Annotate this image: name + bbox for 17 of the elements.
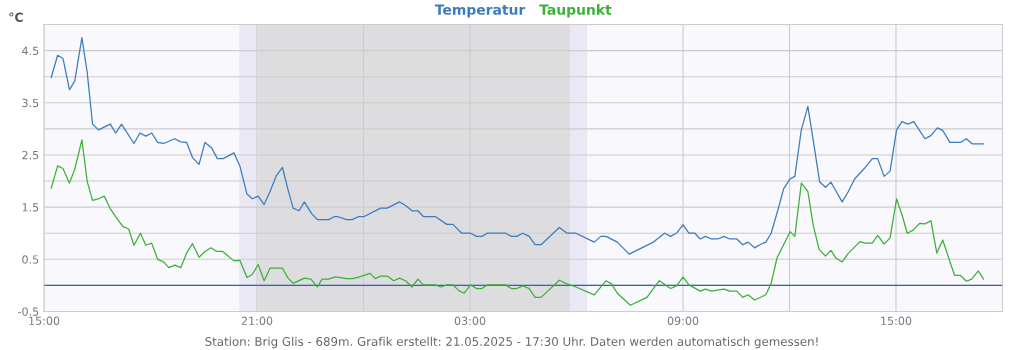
line-series (50, 36, 985, 255)
text: Station: Brig Glis - 689m. Grafik erstellt: 21.05.2025 - 17:30 Uhr. Daten werden automatisch gemessen! (205, 336, 818, 349)
y-tick-label: 0.5 (22, 255, 39, 264)
y-axis-title: °C (9, 12, 23, 22)
text: Temperatur (434, 4, 526, 18)
x-tick-label: 09:00 (667, 316, 699, 325)
y-tick-label: -0.5 (18, 307, 39, 316)
x-tick-label: 15:00 (881, 316, 912, 325)
y-tick-label: 3.5 (22, 98, 39, 108)
line-series (50, 139, 985, 306)
y-tick-label: 2.5 (22, 150, 39, 160)
x-tick-label: 03:00 (454, 316, 486, 325)
y-tick-label: 4.5 (22, 46, 39, 55)
x-tick-label: 15:00 (29, 316, 60, 325)
x-tick-label: 21:00 (241, 316, 273, 325)
text: Taupunkt (539, 4, 612, 18)
y-tick-label: 1.5 (22, 203, 39, 212)
